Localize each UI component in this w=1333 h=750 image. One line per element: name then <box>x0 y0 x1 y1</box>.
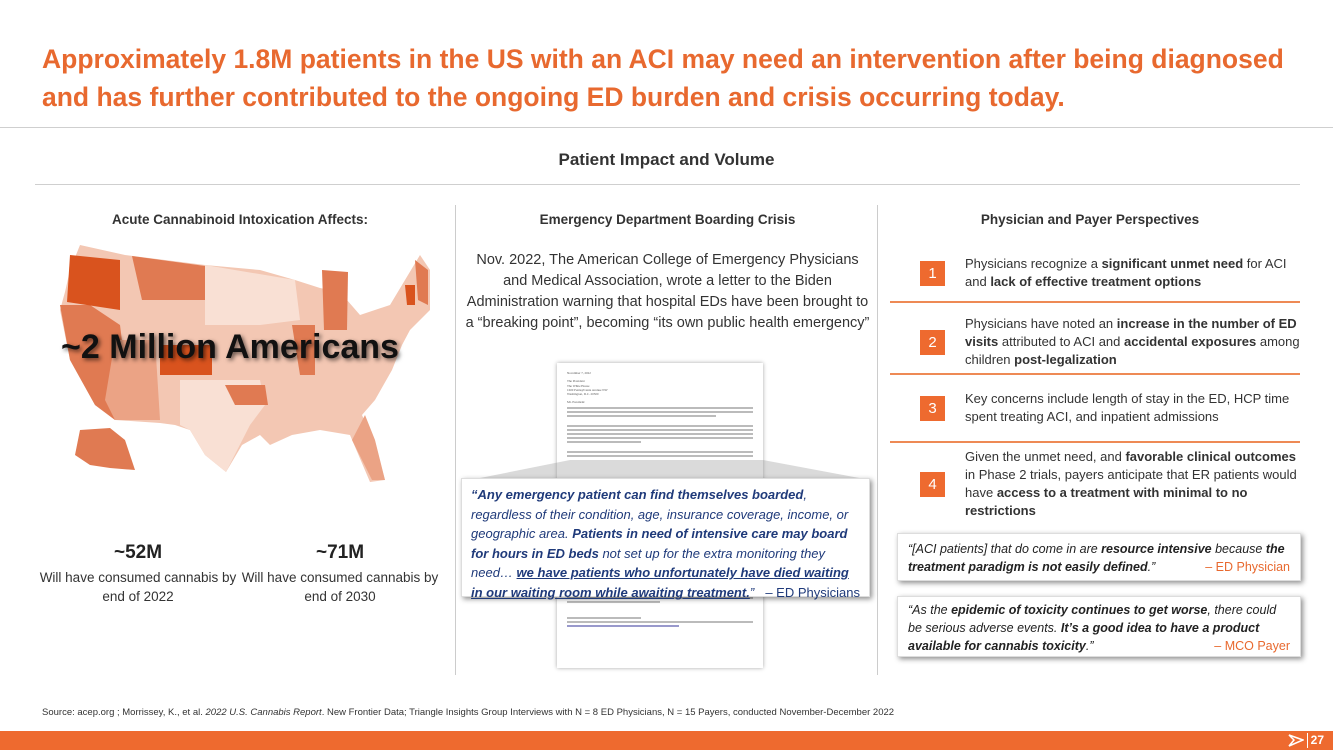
stat-2022: ~52M Will have consumed cannabis by end … <box>38 542 238 606</box>
quote-text: ” <box>749 584 755 600</box>
us-choropleth-map <box>60 245 430 482</box>
stat-value: ~52M <box>113 542 163 563</box>
footer-bar <box>0 731 1333 750</box>
stat-2030: ~71M Will have consumed cannabis by end … <box>240 542 440 606</box>
column-divider <box>877 205 878 675</box>
ed-physician-quote: “Any emergency patient can find themselv… <box>461 478 870 600</box>
middle-header: Emergency Department Boarding Crisis <box>539 212 796 227</box>
company-logo-icon <box>1288 734 1304 747</box>
letter-date: November 7, 2022 <box>567 371 591 375</box>
stat-desc: Will have consumed cannabis by end of 20… <box>39 570 237 604</box>
divider <box>1307 733 1308 748</box>
stat-desc: Will have consumed cannabis by end of 20… <box>241 570 439 604</box>
divider <box>890 441 1300 443</box>
number-badge: 1 <box>920 260 945 286</box>
quote-attribution: – MCO Payer <box>1214 639 1290 653</box>
slide-title: Approximately 1.8M patients in the US wi… <box>42 44 1284 112</box>
quote-bold: “Any emergency patient can find themselv… <box>471 487 804 502</box>
left-header: Acute Cannabinoid Intoxication Affects: <box>111 212 368 227</box>
divider <box>35 184 1300 185</box>
perspective-item: 3 Key concerns include length of stay in… <box>890 390 1300 426</box>
letter-salutation: Mr. President: <box>567 400 586 405</box>
quote-bold: Patients in need of intensive care may b… <box>471 526 848 561</box>
divider <box>890 373 1300 375</box>
divider <box>890 301 1300 303</box>
number-badge: 3 <box>920 395 945 421</box>
stat-value: ~71M <box>315 542 365 563</box>
quote-attribution: – ED Physician <box>1205 560 1290 574</box>
page-number: 27 <box>1310 733 1324 747</box>
right-header: Physician and Payer Perspectives <box>980 212 1200 227</box>
letter-address: 1600 Pennsylvania Avenue NW <box>567 387 608 392</box>
zoom-callout-wedge <box>470 460 870 480</box>
perspective-item: 4 Given the unmet need, and favorable cl… <box>890 448 1300 520</box>
divider <box>0 127 1333 128</box>
letter-address: The White House <box>567 383 590 388</box>
quote-text: , regardless of their condition, age, in… <box>471 487 849 541</box>
perspective-item: 1 Physicians recognize a significant unm… <box>890 255 1300 291</box>
boarding-paragraph: Nov. 2022, The American College of Emerg… <box>465 252 870 331</box>
column-divider <box>455 205 456 675</box>
number-badge: 2 <box>920 329 945 355</box>
source-note: Source: acep.org ; Morrissey, K., et al.… <box>42 707 895 718</box>
number-badge: 4 <box>920 471 945 497</box>
letter-address: The President <box>567 379 585 384</box>
perspective-item: 2 Physicians have noted an increase in t… <box>890 315 1300 369</box>
map-label: ~2 Million Americans <box>61 328 399 366</box>
letter-address: Washington, D.C. 20500 <box>567 392 599 397</box>
payer-quote: “As the epidemic of toxicity continues t… <box>897 596 1301 657</box>
quote-attribution: – ED Physicians <box>765 584 860 600</box>
quote-text: not set up for the extra monitoring they… <box>471 545 826 581</box>
section-title: Patient Impact and Volume <box>558 150 775 169</box>
quote-underlined: we have patients who unfortunately have … <box>471 565 849 600</box>
physician-quote: “[ACI patients] that do come in are reso… <box>897 533 1301 581</box>
